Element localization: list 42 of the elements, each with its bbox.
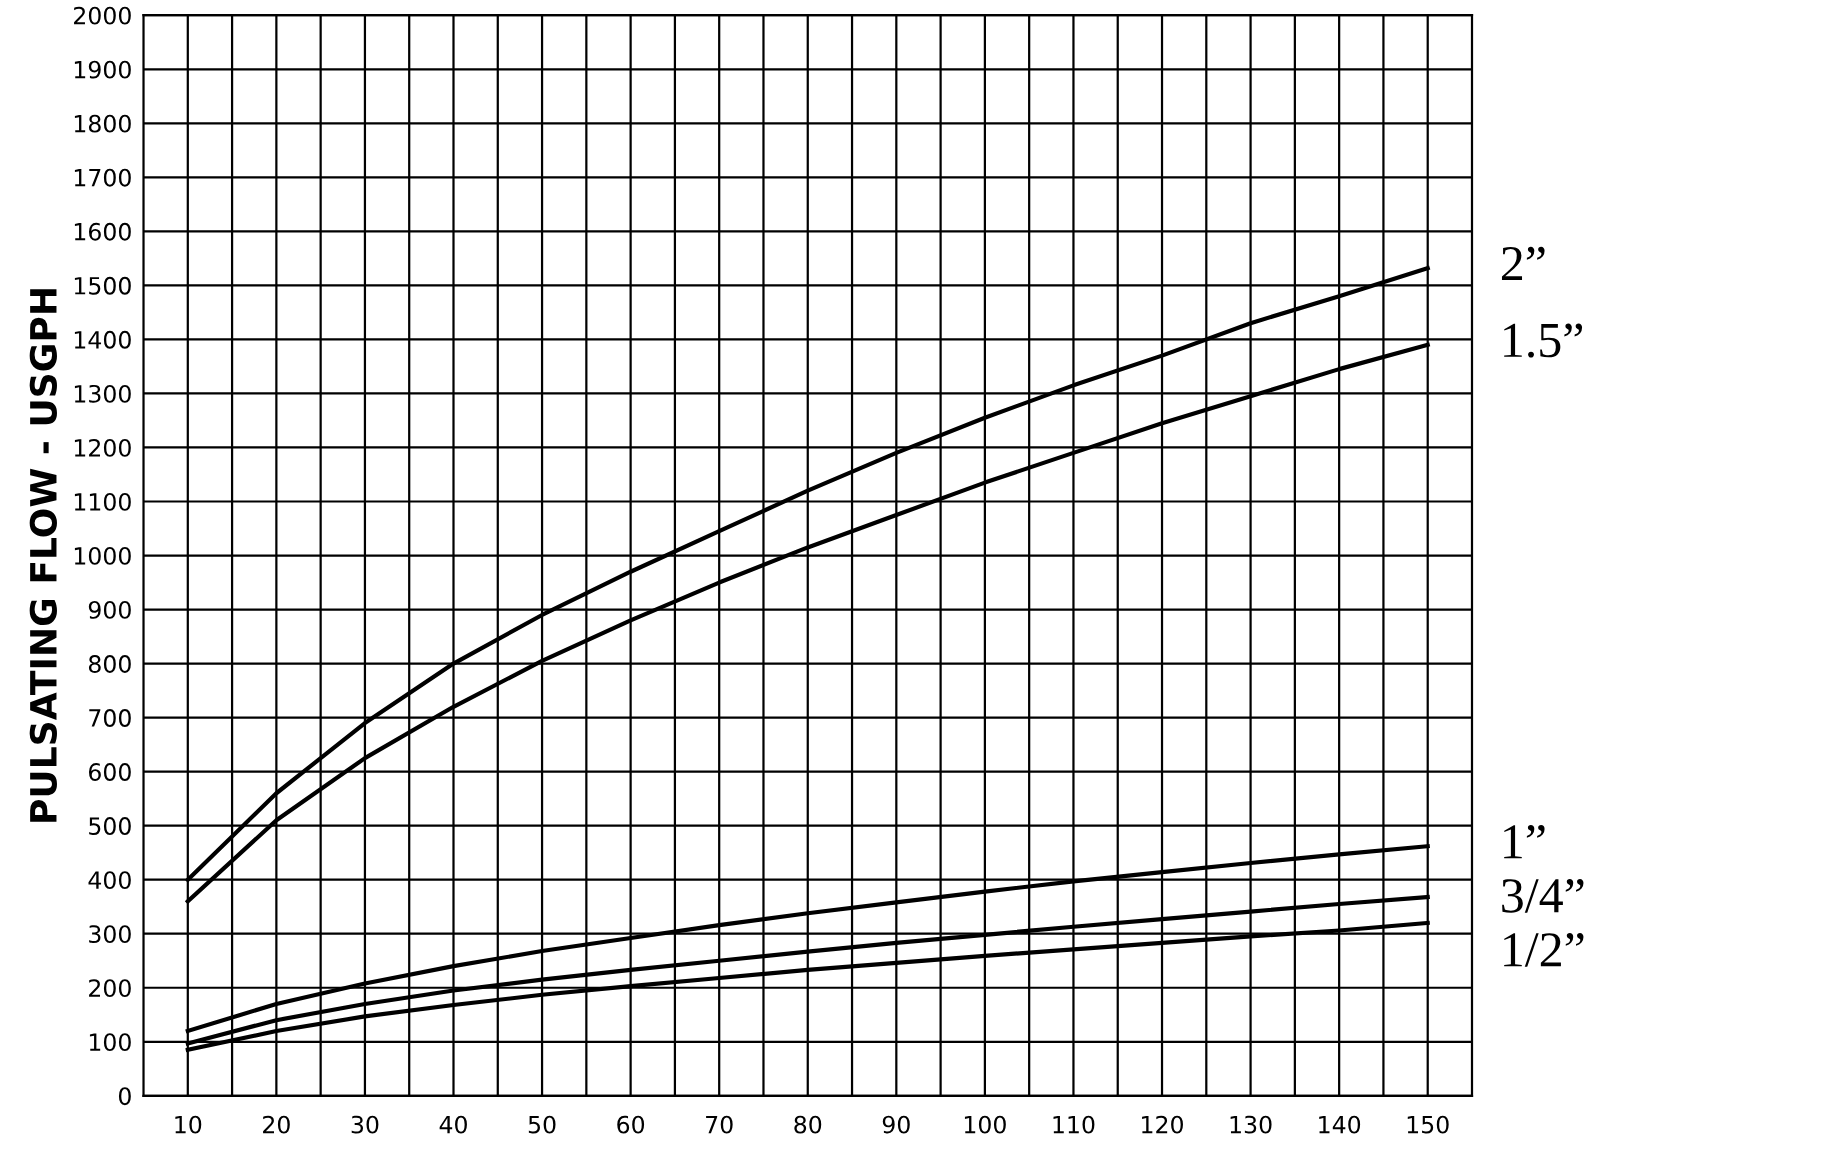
x-tick-label: 60 xyxy=(617,1115,645,1134)
series-label: 1/2” xyxy=(1504,933,1584,967)
x-tick-label: 70 xyxy=(706,1115,733,1134)
x-tick-label: 90 xyxy=(882,1115,910,1134)
series-label: 2” xyxy=(1501,246,1545,281)
x-tick-label: 50 xyxy=(528,1115,556,1134)
y-tick-label: 1700 xyxy=(74,168,131,187)
y-tick-label: 1200 xyxy=(74,438,131,457)
y-tick-label: 1800 xyxy=(74,114,131,133)
y-tick-label: 1000 xyxy=(74,546,131,565)
y-tick-label: 1300 xyxy=(74,384,131,403)
y-tick-label: 800 xyxy=(88,655,131,673)
y-tick-label: 0 xyxy=(118,1087,131,1106)
y-axis-title: PULSATING FLOW - USGPH xyxy=(29,289,57,822)
x-tick-label: 100 xyxy=(964,1115,1006,1134)
y-tick-label: 700 xyxy=(89,709,131,727)
x-tick-label: 150 xyxy=(1407,1115,1449,1134)
x-tick-label: 120 xyxy=(1142,1115,1183,1134)
y-tick-label: 1600 xyxy=(74,222,131,241)
y-tick-label: 500 xyxy=(89,817,131,835)
x-tick-label: 110 xyxy=(1053,1115,1095,1134)
y-tick-label: 400 xyxy=(88,871,131,890)
x-tick-label: 30 xyxy=(351,1115,379,1134)
y-tick-label: 1400 xyxy=(74,330,131,349)
x-tick-label: 130 xyxy=(1230,1115,1272,1134)
x-tick-label: 20 xyxy=(263,1115,290,1134)
x-tick-label: 10 xyxy=(175,1115,202,1134)
y-tick-label: 1100 xyxy=(74,492,131,511)
y-tick-label: 2000 xyxy=(74,6,131,25)
x-tick-label: 80 xyxy=(794,1115,822,1134)
y-tick-label: 300 xyxy=(89,925,131,944)
y-tick-label: 100 xyxy=(89,1033,131,1052)
y-tick-label: 1500 xyxy=(74,276,131,295)
y-tick-label: 900 xyxy=(88,601,131,619)
y-tick-label: 200 xyxy=(89,979,131,998)
y-tick-label: 600 xyxy=(88,763,131,781)
series-label: 1” xyxy=(1504,824,1545,859)
series-label: 3/4” xyxy=(1502,879,1584,913)
series-label: 1.5” xyxy=(1504,323,1583,358)
x-tick-label: 40 xyxy=(439,1115,467,1134)
x-tick-label: 140 xyxy=(1319,1115,1361,1134)
y-tick-label: 1900 xyxy=(74,60,131,79)
